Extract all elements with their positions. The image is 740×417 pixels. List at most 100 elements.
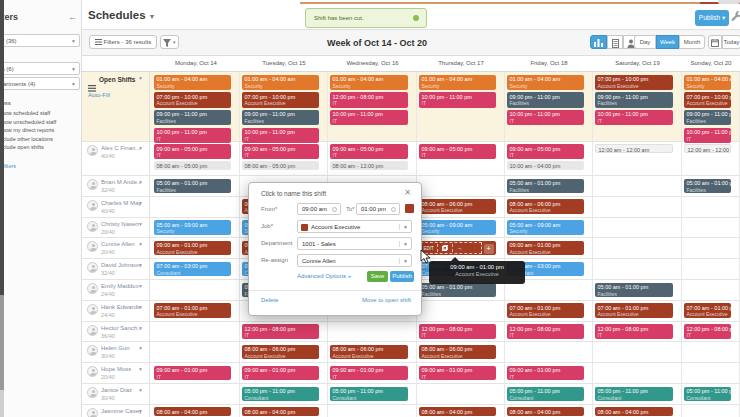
shift-block[interactable]: 10:00 pm - 11:00 pmIT [507,110,584,126]
day-cell[interactable]: 08:00 am - 06:00 pmAccount Executive [328,342,417,362]
wrench-icon[interactable] [730,10,740,26]
day-cell[interactable]: 09:00 am - 01:00 pmIT [328,363,417,383]
shift-block[interactable]: 05:00 pm - 11:00 pmConsultant [595,387,673,402]
shift-block[interactable]: 05:00 am - 09:00 amSecurity [507,220,584,235]
day-cell[interactable] [593,363,682,383]
shift-block[interactable]: 12:00 pm - 08:00 pmIT [684,324,731,339]
day-cell[interactable]: 07:00 am - 01:00 pmAccount Executive [505,301,593,321]
day-cell[interactable]: 09:00 am - 05:00 pmIT08:00 am - 12:00 pm [328,142,417,176]
day-cell[interactable]: 08:00 am - 04:00 pm [593,405,682,417]
day-cell[interactable]: 07:00 am - 01:00 pmAccount Executive [682,301,740,321]
day-cell[interactable]: 09:00 am - 01:00 pmIT [505,363,593,383]
shift-block[interactable]: 09:00 am - 01:00 pmIT [154,366,231,381]
from-time-input[interactable]: 09:00 am [297,203,341,215]
day-cell[interactable] [152,342,240,362]
employee-name[interactable]: Charles M May [101,200,141,206]
chevron-down-icon[interactable]: ▼ [138,304,143,310]
to-time-input[interactable]: 01:00 pm [356,203,400,215]
shift-block[interactable]: 05:00 pm - 11:00 pmConsultant [684,387,731,402]
day-cell[interactable]: 08:00 am - 06:00 pmAccount Executive [240,342,328,362]
day-cell[interactable]: 12:00 pm - 08:00 pmIT [240,322,328,342]
employee-name[interactable]: Hank Edwards [101,304,140,310]
shift-block[interactable]: 05:00 am - 01:00 pmFacilities [684,179,731,194]
day-cell[interactable]: 05:00 am - 01:00 pmFacilities [152,176,240,196]
day-cell[interactable]: 08:00 am - 04:00 pm [505,405,593,417]
shift-block[interactable]: 09:00 am - 05:00 pmIT [419,144,496,159]
filters-results-button[interactable]: Filters - 36 results [89,35,157,49]
employee-name[interactable]: David Johnson [101,262,141,268]
day-cell[interactable]: 07:00 am - 01:00 pmAccount Executive [593,301,682,321]
funnel-filter-button[interactable]: ▼ [160,35,179,49]
shift-block[interactable]: 12:00 pm - 08:00 pmIT [595,324,673,339]
shift-block[interactable]: 01:00 am - 04:00 amSecurity [330,75,408,91]
day-cell[interactable] [328,322,417,342]
departments-filter-dropdown[interactable]: Departments (4)▼ [4,77,80,90]
day-cell[interactable]: 07:00 am - 01:00 pmAccount Executive [152,301,240,321]
page-title[interactable]: Schedules▼ [88,9,155,21]
shift-block[interactable]: 05:00 pm - 11:00 pmConsultant [242,387,319,402]
day-cell[interactable]: 08:00 am - 06:00 pmAccount Executive [417,197,505,217]
day-cell[interactable] [682,280,740,300]
reset-filters-link[interactable]: Reset filters [4,163,16,169]
shift-block[interactable]: 05:00 am - 01:00 pmFacilities [595,283,673,298]
chevron-down-icon[interactable]: ▼ [138,221,143,227]
day-cell[interactable]: 01:00 am - 04:00 amSecurity12:00 pm - 08… [328,72,417,141]
job-select[interactable]: Account Executive▼ [297,220,412,233]
day-cell[interactable]: 05:00 am - 09:00 amSecurity [417,218,505,238]
day-cell[interactable]: 08:00 am - 06:00 pmAccount Executive [417,342,505,362]
shift-block[interactable]: 10:00 pm - 11:00 pmIT [419,92,496,108]
shift-block[interactable]: 07:00 am - 01:00 pmAccount Executive [595,303,673,318]
shift-block[interactable]: 07:00 am - 03:00 pmConsultant [154,262,231,277]
employee-name[interactable]: Emily Maddox [101,283,139,289]
shift-block[interactable]: 09:00 pm - 11:00 pmFacilities [684,110,731,126]
shift-block[interactable]: 08:00 am - 05:00 pm [154,161,231,170]
shift-block[interactable]: 09:00 am - 01:00 pmIT [419,366,496,381]
day-cell[interactable] [593,176,682,196]
copy-icon[interactable] [438,245,452,252]
shift-block[interactable]: 08:00 am - 04:00 pm [595,407,673,416]
view-month-button[interactable]: Month [679,35,705,49]
day-cell[interactable]: 05:00 am - 09:00 amSecurity [505,218,593,238]
day-cell[interactable]: 09:00 am - 05:00 pmIT08:00 am - 05:00 pm [152,142,240,176]
shift-block[interactable]: 12:00 am - 12:00 am [684,144,731,153]
checkbox-include-other-locations[interactable]: Include other locations [4,136,53,142]
view-week-button[interactable]: Week [656,35,679,49]
day-cell[interactable] [593,259,682,279]
shift-block[interactable]: 09:00 am - 01:00 pmAccount Executive [154,241,231,256]
day-cell[interactable]: 05:00 pm - 11:00 pmConsultant [328,384,417,404]
day-cell[interactable]: 12:00 pm - 08:00 pmIT [417,322,505,342]
shift-block[interactable]: 01:00 am - 04:00 amSecurity [507,75,584,91]
shift-block[interactable]: 05:00 am - 09:00 amSecurity [419,220,496,235]
checkbox-show-unscheduled-staff[interactable]: Show unscheduled staff [4,119,56,125]
close-icon[interactable]: ✕ [404,188,411,197]
shift-block[interactable]: 05:00 am - 01:00 pmFacilities [419,283,496,298]
day-cell[interactable]: 12:00 am - 12:00 am [682,142,740,176]
shift-block[interactable]: 09:00 pm - 11:00 pmFacilities [154,110,231,126]
auto-fill-link[interactable]: Auto-Fill [88,92,110,98]
day-cell[interactable] [417,384,505,404]
chevron-down-icon[interactable]: ▼ [138,75,143,81]
employee-name[interactable]: Jasmine Casey [101,408,141,414]
day-cell[interactable] [593,342,682,362]
shift-block[interactable]: 07:00 pm - 10:00 pmAccount Executive [154,92,231,108]
day-cell[interactable]: 01:00 am - 04:00 amSecurity07:00 pm - 10… [682,72,740,141]
day-cell[interactable] [593,218,682,238]
employee-name[interactable]: Alex C Finan... [101,145,140,151]
day-cell[interactable] [682,259,740,279]
shift-block[interactable]: 05:00 am - 01:00 pmFacilities [154,179,231,194]
day-cell[interactable]: 09:00 am - 01:00 pmAccount Executive [505,238,593,258]
today-button[interactable]: Today [722,35,740,49]
shift-block[interactable]: 08:00 am - 06:00 pmAccount Executive [419,199,496,214]
day-cell[interactable]: 08:00 am - 04:00 pm [417,405,505,417]
day-cell[interactable]: 05:00 pm - 11:00 pmConsultant [593,384,682,404]
shift-block[interactable]: 12:00 am - 12:00 am [595,144,673,153]
day-cell[interactable]: 05:00 pm - 11:00 pmConsultant [682,384,740,404]
shift-block[interactable]: 08:00 am - 12:00 pm [330,161,408,170]
shift-block[interactable]: 05:00 pm - 11:00 pmConsultant [330,387,408,402]
shift-block[interactable]: 09:00 am - 01:00 pmAccount Executive [507,241,584,256]
shift-block[interactable]: 05:00 am - 01:00 pmFacilities [507,179,584,194]
shift-block[interactable]: 01:00 am - 04:00 amSecurity [154,75,231,91]
shift-block[interactable]: 12:00 pm - 08:00 pmIT [330,92,408,108]
chevron-down-icon[interactable]: ▼ [138,325,143,331]
shift-block[interactable]: 08:00 am - 06:00 pmAccount Executive [507,199,584,214]
